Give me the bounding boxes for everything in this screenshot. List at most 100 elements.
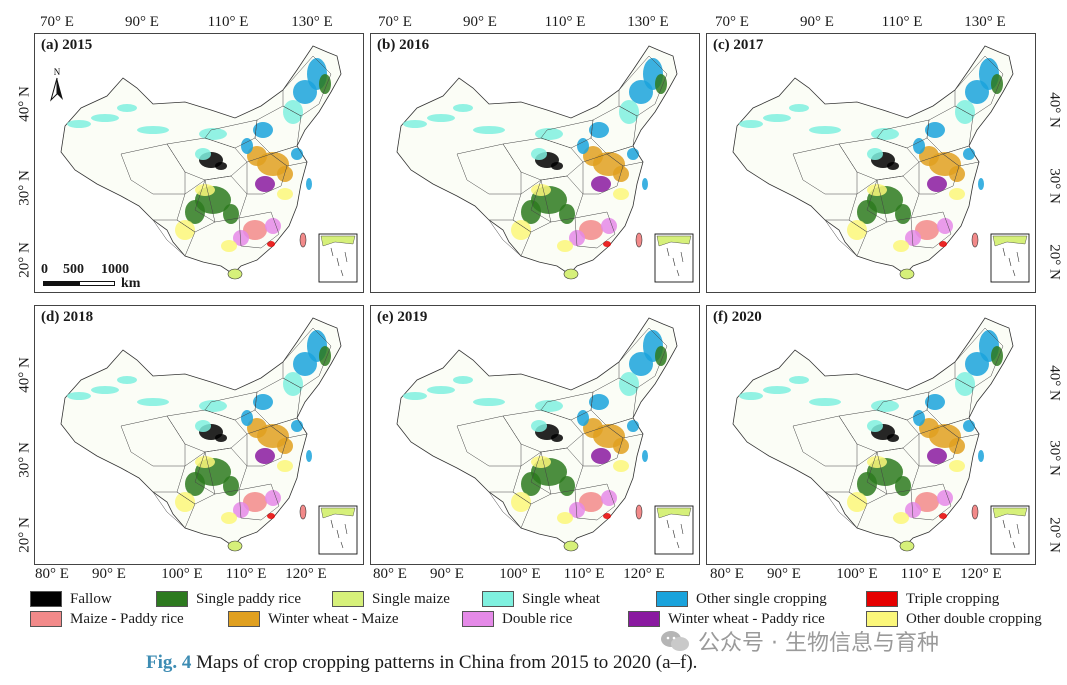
- province-boundary: [282, 55, 332, 117]
- crop-area: [175, 492, 195, 512]
- hainan-island: [899, 540, 915, 552]
- crop-area: [857, 200, 877, 224]
- lon-tick: 120° E: [960, 566, 1002, 582]
- crop-area: [955, 100, 975, 124]
- figure-number: Fig. 4: [146, 652, 192, 673]
- china-map: [60, 317, 358, 555]
- province-boundary: [954, 327, 1004, 389]
- crop-area: [915, 220, 939, 240]
- province-boundary: [848, 179, 888, 233]
- crop-area: [243, 220, 267, 240]
- crop-area: [919, 146, 939, 166]
- crop-area: [185, 472, 205, 496]
- crop-area: [306, 178, 312, 190]
- legend-swatch: [228, 611, 260, 627]
- crop-area: [91, 386, 119, 394]
- crop-area: [613, 188, 629, 200]
- province-boundary: [456, 415, 522, 467]
- legend-label: Winter wheat - Paddy rice: [668, 610, 825, 627]
- legend-swatch: [30, 611, 62, 627]
- legend-label: Other double cropping: [906, 610, 1042, 627]
- crop-area: [925, 122, 945, 138]
- crop-area: [955, 372, 975, 396]
- crop-area: [867, 420, 883, 432]
- lon-tick: 120° E: [623, 566, 665, 582]
- legend-swatch: [866, 611, 898, 627]
- crop-area: [253, 394, 273, 410]
- lon-tick: 120° E: [285, 566, 327, 582]
- scale-unit: km: [121, 276, 141, 291]
- legend-swatch: [656, 591, 688, 607]
- crop-area: [619, 100, 639, 124]
- crop-area: [511, 492, 531, 512]
- crop-area: [569, 230, 585, 246]
- crop-area: [809, 126, 841, 134]
- province-boundary: [512, 179, 552, 233]
- crop-area: [243, 492, 267, 512]
- province-boundary: [512, 451, 552, 505]
- north-label: N: [54, 67, 61, 77]
- crop-area: [978, 450, 984, 462]
- legend-label: Winter wheat - Maize: [268, 610, 399, 627]
- legend-swatch: [30, 591, 62, 607]
- crop-area: [319, 74, 331, 94]
- province-boundary: [176, 451, 216, 505]
- longitude-ticks-bottom: 80° E 90° E 100° E 110° E 120° E 80° E 9…: [0, 566, 1067, 586]
- crop-area: [283, 372, 303, 396]
- inset-coast: [320, 235, 356, 247]
- crop-area: [221, 240, 237, 252]
- crop-area: [557, 240, 573, 252]
- panel-label: (d) 2018: [41, 309, 94, 325]
- crop-area: [91, 114, 119, 122]
- crop-area: [589, 394, 609, 410]
- province-boundary: [540, 391, 594, 421]
- crop-area: [306, 450, 312, 462]
- map-panel-2017: (c) 2017: [706, 33, 1036, 293]
- crop-area: [577, 138, 589, 154]
- hainan-island: [899, 268, 915, 280]
- lat-tick: 20° N: [16, 242, 33, 278]
- crop-area: [267, 513, 275, 519]
- province-boundary: [204, 391, 258, 421]
- crop-area: [949, 188, 965, 200]
- crop-area: [789, 104, 809, 112]
- crop-area: [255, 448, 275, 464]
- lon-tick: 90° E: [800, 14, 834, 30]
- scale-bar: 0 500 1000 km: [41, 262, 171, 292]
- inset-islands: [330, 247, 348, 277]
- crop-area: [857, 472, 877, 496]
- legend-item: Single wheat: [482, 589, 600, 609]
- crop-area: [867, 456, 887, 468]
- crop-area: [949, 438, 965, 454]
- legend-label: Triple cropping: [906, 590, 1000, 607]
- lon-tick: 110° E: [881, 14, 923, 30]
- crop-area: [531, 184, 551, 196]
- province-boundary: [152, 491, 196, 529]
- crop-area: [551, 162, 563, 170]
- wechat-icon: [661, 631, 689, 651]
- province-boundary: [456, 143, 522, 195]
- lat-tick: 40° N: [1046, 92, 1063, 128]
- province-boundary: [618, 55, 668, 117]
- inset-coast: [992, 235, 1028, 247]
- crop-area: [809, 398, 841, 406]
- crop-area: [613, 460, 629, 472]
- scale-tick: 500: [63, 262, 84, 277]
- crop-area: [579, 220, 603, 240]
- latitude-ticks-right: 40° N 30° N 20° N 40° N 30° N 20° N: [1041, 0, 1067, 580]
- crop-area: [601, 218, 617, 234]
- lon-tick: 110° E: [544, 14, 586, 30]
- province-boundary: [910, 211, 952, 249]
- legend-label: Maize - Paddy rice: [70, 610, 184, 627]
- hainan-island: [227, 268, 243, 280]
- hainan-island: [563, 268, 579, 280]
- lat-tick: 40° N: [1046, 365, 1063, 401]
- panel-label: (b) 2016: [377, 37, 430, 53]
- crop-area: [583, 418, 603, 438]
- lon-tick: 90° E: [767, 566, 801, 582]
- crop-area: [613, 438, 629, 454]
- crop-area: [175, 220, 195, 240]
- province-boundary: [954, 55, 1004, 117]
- crop-area: [613, 166, 629, 182]
- legend-swatch: [332, 591, 364, 607]
